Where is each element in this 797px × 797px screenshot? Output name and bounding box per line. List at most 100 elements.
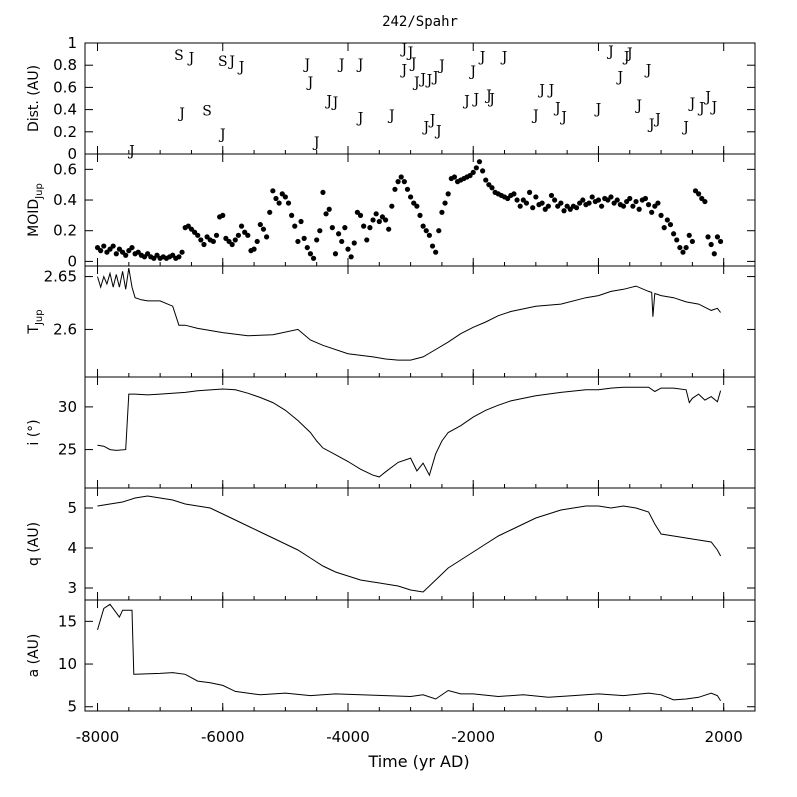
encounter-marker: J: [487, 92, 495, 108]
encounter-marker: J: [187, 50, 195, 66]
moid-point: [667, 221, 674, 228]
encounter-marker: J: [431, 69, 439, 85]
y-axis-label: Dist. (AU): [26, 65, 42, 132]
panel-frame: [84, 599, 756, 712]
moid-point: [345, 246, 351, 252]
moid-point: [451, 174, 458, 180]
moid-point: [229, 241, 235, 248]
y-axis-label: MOIDJup: [26, 183, 45, 237]
moid-point: [649, 209, 655, 215]
moid-point: [307, 251, 314, 257]
moid-point: [301, 235, 307, 241]
moid-point: [332, 251, 339, 257]
moid-point: [633, 198, 639, 205]
series-line-q: [97, 495, 722, 593]
moid-point: [595, 197, 602, 203]
moid-point: [263, 234, 270, 240]
encounter-marker: J: [337, 57, 345, 73]
y-tick-label: 0: [67, 145, 77, 163]
moid-point: [642, 195, 649, 202]
moid-point: [511, 191, 517, 197]
moid-point: [364, 237, 370, 243]
moid-point: [552, 197, 558, 203]
moid-point: [198, 237, 204, 243]
moid-point: [395, 179, 401, 185]
moid-point: [323, 211, 329, 217]
moid-point: [238, 223, 245, 229]
series-line-a: [97, 603, 722, 702]
encounter-marker: J: [553, 100, 561, 116]
moid-point: [717, 238, 724, 245]
moid-point: [195, 232, 201, 238]
moid-point: [708, 241, 714, 248]
encounter-marker: J: [644, 63, 652, 79]
y-axis-label: a (AU): [26, 634, 42, 678]
series-line-incl: [97, 386, 722, 478]
moid-point: [514, 197, 520, 203]
panel-frame: [84, 487, 756, 601]
x-tick-label: 2000: [705, 728, 743, 746]
y-tick-label: 15: [58, 612, 77, 630]
encounter-marker: J: [616, 69, 624, 85]
encounter-marker: J: [302, 57, 310, 73]
moid-point: [292, 223, 298, 229]
moid-point: [404, 186, 411, 192]
moid-point: [423, 228, 429, 234]
y-tick-label: 0.8: [53, 56, 77, 74]
panel-a: 5 10 15 a (AU): [26, 599, 756, 716]
moid-point: [310, 255, 317, 261]
moid-point: [442, 200, 448, 206]
moid-point: [276, 200, 282, 206]
encounter-marker: J: [421, 119, 429, 135]
moid-point: [282, 194, 288, 200]
x-tick-label: 0: [594, 728, 604, 746]
encounter-marker: J: [647, 117, 655, 133]
y-tick-label: 4: [67, 539, 77, 557]
moid-point: [417, 212, 423, 218]
encounter-marker: J: [237, 59, 245, 75]
moid-point: [386, 226, 392, 232]
encounter-marker: J: [703, 89, 711, 105]
moid-point: [480, 168, 486, 174]
encounter-marker: J: [324, 94, 332, 110]
y-axis-label: TJup: [26, 309, 45, 334]
encounter-marker: J: [331, 95, 339, 111]
chart-title: 242/Spahr: [382, 14, 458, 30]
encounter-marker: J: [400, 42, 408, 58]
moid-point: [273, 195, 279, 202]
encounter-marker: J: [547, 83, 555, 99]
encounter-marker: J: [356, 57, 364, 73]
encounter-marker: J: [531, 108, 539, 124]
encounter-marker: J: [127, 144, 135, 160]
moid-point: [113, 251, 119, 257]
encounter-marker: J: [709, 99, 717, 115]
panel-frame: [84, 153, 756, 267]
encounter-marker: J: [462, 94, 470, 110]
y-tick-label: 0.2: [53, 222, 77, 240]
moid-point: [476, 159, 483, 165]
x-axis-label: Time (yr AD): [367, 752, 469, 771]
y-axis-label: i (°): [26, 419, 42, 445]
panel-moid: 0 0.2 0.4 0.6 MOIDJup: [26, 153, 756, 270]
moid-point: [235, 232, 242, 238]
moid-point: [580, 197, 586, 203]
moid-point: [573, 205, 580, 211]
encounter-marker: J: [472, 92, 480, 108]
moid-point: [129, 244, 135, 251]
encounter-marker: J: [400, 63, 408, 79]
moid-point: [232, 237, 238, 243]
encounter-marker: J: [356, 110, 364, 126]
y-tick-label: 30: [58, 398, 77, 416]
y-tick-label: 0.4: [53, 191, 77, 209]
moid-point: [558, 200, 564, 206]
moid-point: [517, 203, 523, 209]
moid-point: [389, 203, 395, 209]
y-tick-label: 2.6: [53, 320, 77, 338]
encounter-marker: S: [218, 54, 228, 70]
encounter-marker: S: [202, 104, 212, 120]
encounter-marker: J: [468, 64, 476, 80]
encounter-marker: J: [537, 83, 545, 99]
encounter-marker: J: [428, 113, 436, 129]
moid-point: [254, 238, 260, 245]
moid-point: [357, 212, 364, 218]
